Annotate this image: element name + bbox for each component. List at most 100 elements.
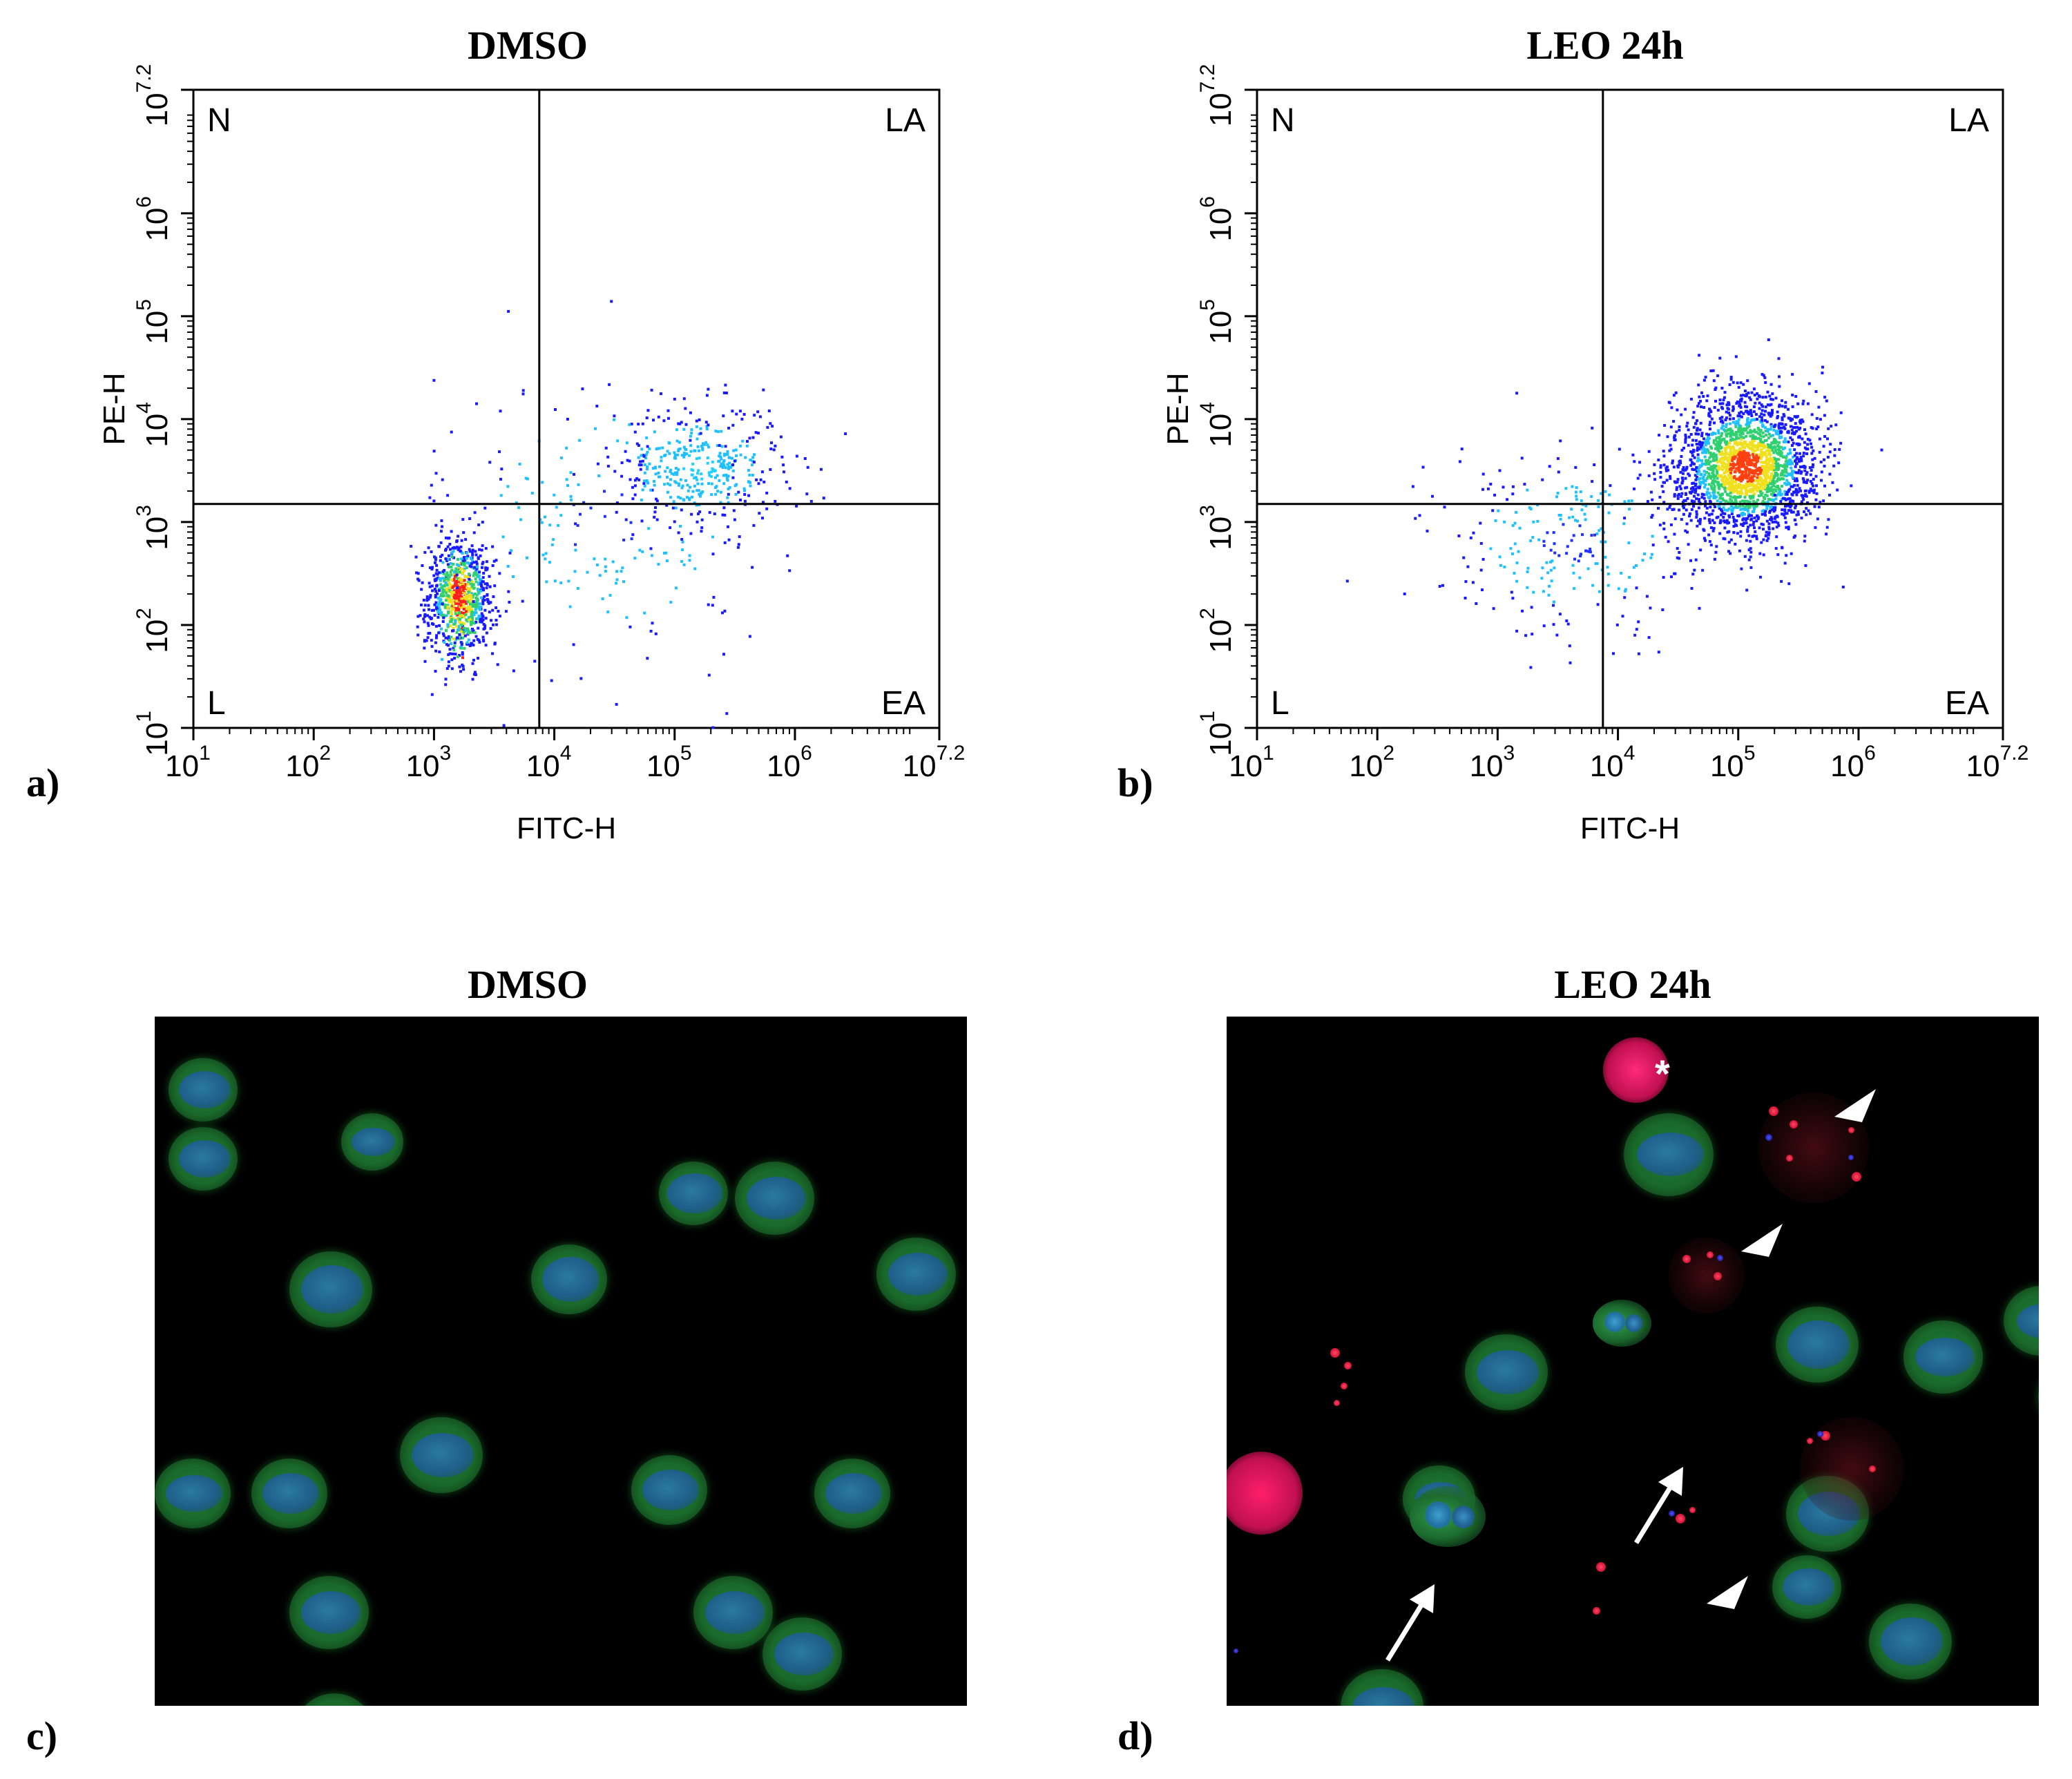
data-point: [1714, 454, 1717, 458]
data-point: [666, 482, 669, 485]
data-point: [1729, 538, 1733, 541]
data-point: [1721, 468, 1725, 472]
data-point: [753, 414, 756, 417]
data-point: [735, 454, 738, 457]
data-point: [544, 557, 547, 561]
data-point: [463, 646, 466, 650]
data-point: [680, 508, 683, 512]
data-point: [629, 478, 632, 481]
data-point: [1692, 468, 1696, 472]
data-point: [1647, 450, 1651, 453]
data-point: [486, 597, 489, 601]
data-point: [1531, 633, 1534, 636]
data-point: [699, 427, 702, 430]
data-point: [466, 586, 469, 590]
data-point: [476, 565, 479, 568]
data-point: [479, 608, 482, 611]
data-point: [1777, 524, 1781, 527]
data-point: [470, 544, 474, 548]
data-point: [1730, 512, 1734, 515]
data-point: [467, 631, 470, 635]
data-point: [1793, 454, 1796, 457]
data-point: [467, 638, 470, 642]
data-point: [486, 566, 489, 570]
data-point: [1795, 442, 1798, 445]
data-point: [640, 454, 643, 457]
data-point: [604, 446, 608, 450]
data-point: [745, 444, 749, 448]
data-point: [1788, 448, 1792, 452]
data-point: [1839, 441, 1843, 445]
data-point: [1762, 441, 1765, 444]
data-point: [1769, 398, 1773, 401]
data-point: [1707, 483, 1711, 486]
data-point: [1738, 465, 1742, 468]
data-point: [451, 652, 454, 655]
data-point: [682, 397, 686, 401]
data-point: [434, 624, 438, 628]
data-point: [1566, 622, 1570, 626]
data-point: [1712, 452, 1716, 455]
data-point: [1692, 448, 1696, 452]
data-point: [1691, 454, 1694, 457]
x-tick-label: 102: [285, 742, 331, 783]
data-point: [1738, 427, 1742, 430]
data-point: [1662, 450, 1665, 453]
data-point: [1770, 468, 1774, 471]
data-point: [1669, 425, 1673, 429]
data-point: [1553, 542, 1556, 546]
data-point: [442, 616, 445, 619]
data-point: [639, 468, 642, 471]
data-point: [1628, 576, 1631, 579]
data-point: [660, 392, 662, 396]
x-tick-exponent: 2: [319, 742, 331, 765]
blue-fragment: [1817, 1431, 1823, 1437]
data-point: [673, 397, 676, 401]
data-point: [641, 488, 644, 492]
data-point: [1808, 439, 1812, 442]
data-point: [1761, 479, 1765, 483]
data-point: [1760, 412, 1763, 416]
data-point: [1750, 391, 1754, 394]
data-point: [1707, 412, 1711, 415]
data-point: [1692, 505, 1696, 508]
data-point: [1727, 514, 1731, 517]
data-point: [1723, 481, 1726, 485]
data-point: [681, 484, 684, 488]
data-point: [448, 575, 451, 579]
data-point: [1743, 440, 1746, 443]
data-point: [639, 460, 642, 463]
data-point: [1761, 419, 1764, 422]
data-point: [447, 637, 450, 640]
data-point: [657, 563, 660, 566]
data-point: [437, 571, 441, 575]
data-point: [1780, 445, 1783, 449]
data-point: [1818, 437, 1821, 441]
data-point: [1556, 457, 1560, 460]
data-point: [1798, 452, 1801, 455]
data-point: [1722, 499, 1725, 502]
data-point: [711, 604, 714, 607]
data-point: [444, 574, 448, 577]
arrow-head: [1410, 1584, 1435, 1613]
data-point: [1740, 435, 1743, 439]
data-point: [473, 671, 477, 674]
data-point: [479, 606, 481, 608]
data-point: [1688, 515, 1691, 518]
data-point: [1727, 473, 1730, 477]
data-point: [472, 531, 476, 535]
data-point: [450, 618, 454, 621]
data-point: [1746, 480, 1749, 483]
data-point: [1734, 542, 1737, 546]
data-point: [447, 554, 450, 557]
data-point: [1732, 447, 1736, 450]
data-point: [1714, 447, 1717, 450]
data-point: [1781, 418, 1784, 421]
data-point: [1711, 509, 1715, 512]
data-point: [1705, 506, 1709, 510]
data-point: [728, 456, 731, 459]
data-point: [1747, 423, 1750, 426]
data-point: [495, 559, 498, 562]
data-point: [471, 662, 474, 665]
data-point: [1788, 417, 1792, 421]
